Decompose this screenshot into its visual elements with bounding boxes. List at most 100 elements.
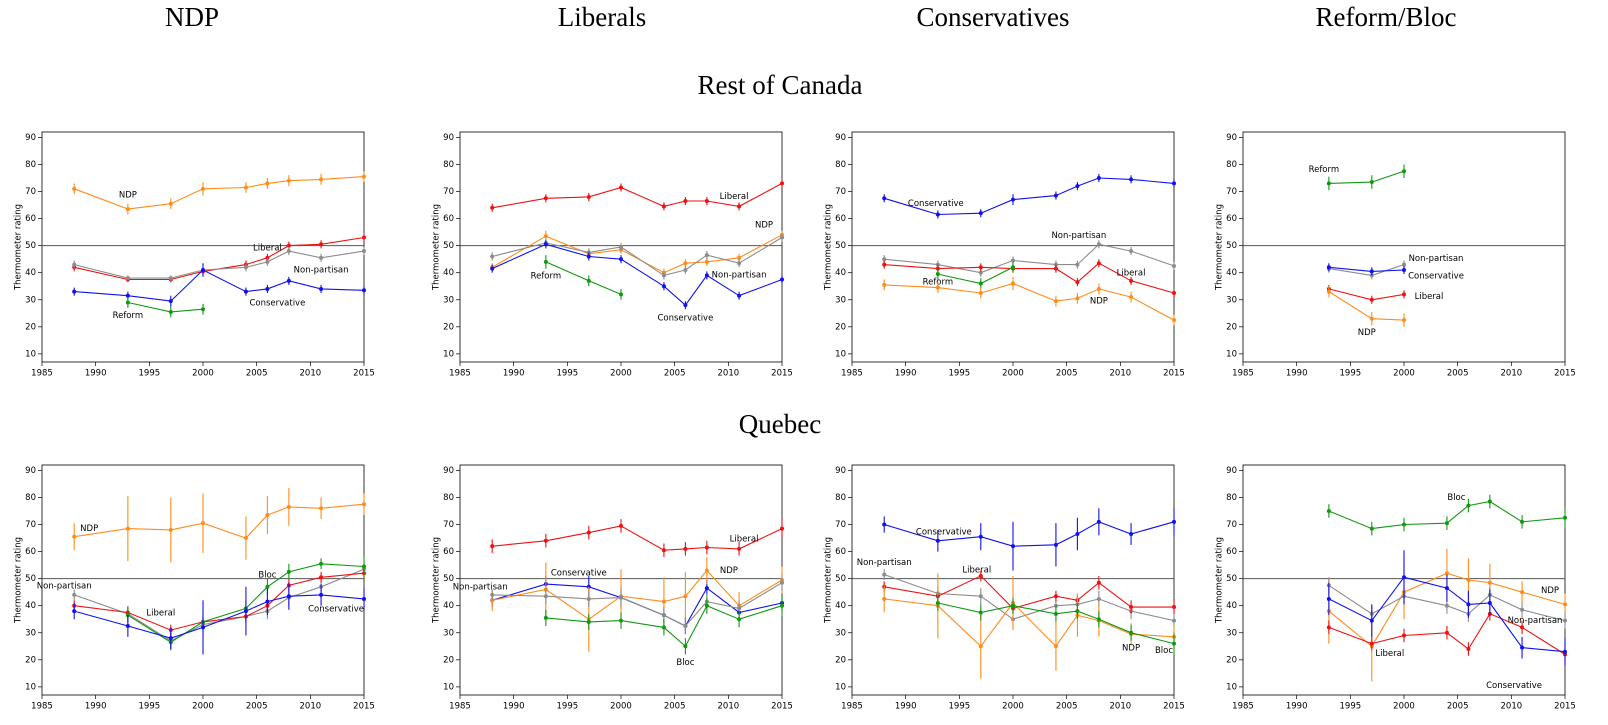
data-point: [362, 288, 366, 293]
data-point: [490, 544, 495, 549]
data-point: [1402, 268, 1406, 272]
data-point: [1011, 265, 1015, 270]
data-point: [1172, 263, 1176, 268]
data-point: [243, 609, 248, 614]
y-axis-label: Thermometer rating: [14, 204, 24, 291]
data-point: [490, 254, 495, 259]
data-point: [168, 309, 173, 314]
data-point: [543, 538, 548, 543]
series-label: Reform: [113, 311, 144, 321]
data-point: [683, 594, 688, 599]
data-point: [978, 291, 983, 295]
data-point: [1172, 605, 1176, 610]
data-point: [1520, 645, 1525, 650]
data-point: [168, 527, 173, 532]
series-label: Liberal: [1117, 268, 1146, 278]
data-point: [201, 521, 205, 526]
data-point: [1326, 625, 1331, 630]
y-tick-label: 20: [1226, 322, 1237, 332]
y-tick-label: 30: [443, 628, 454, 638]
data-point: [586, 619, 591, 624]
x-tick-label: 2010: [300, 369, 322, 379]
x-tick-label: 2000: [610, 369, 632, 379]
data-point: [704, 199, 709, 203]
data-point: [1444, 521, 1449, 526]
data-point: [978, 573, 983, 578]
series-label: Non-partisan: [294, 265, 349, 275]
y-axis-label: Thermometer rating: [824, 204, 834, 291]
y-tick-label: 70: [25, 520, 36, 530]
data-point: [935, 272, 940, 277]
data-point: [72, 609, 77, 614]
y-tick-label: 50: [443, 574, 454, 584]
data-point: [1129, 605, 1134, 610]
y-tick-label: 50: [25, 241, 36, 251]
data-point: [72, 186, 77, 191]
y-tick-label: 90: [25, 466, 36, 476]
series-label: Conservative: [551, 568, 607, 578]
x-tick-label: 2010: [300, 702, 322, 712]
data-point: [780, 181, 784, 186]
data-point: [1520, 625, 1525, 630]
data-point: [490, 205, 495, 210]
x-tick-label: 2005: [246, 369, 268, 379]
x-tick-label: 2000: [610, 702, 632, 712]
data-point: [286, 594, 291, 599]
data-point: [490, 266, 495, 271]
data-point: [1172, 318, 1176, 323]
series-line: [1328, 500, 1566, 530]
y-tick-label: 20: [443, 655, 454, 665]
y-tick-label: 60: [835, 547, 846, 557]
data-point: [1053, 193, 1058, 198]
y-tick-label: 30: [443, 295, 454, 305]
data-point: [168, 636, 173, 641]
data-point: [737, 606, 742, 611]
data-point: [882, 282, 887, 287]
series-label: Non-partisan: [1508, 616, 1563, 626]
data-point: [1444, 630, 1449, 635]
x-tick-label: 2015: [1554, 702, 1576, 712]
data-point: [72, 534, 77, 539]
y-tick-label: 50: [835, 241, 846, 251]
series-label: Liberal: [962, 565, 991, 575]
data-point: [1326, 596, 1331, 601]
data-point: [1096, 580, 1101, 585]
series-line: [937, 602, 1175, 645]
series-label: Non-partisan: [1409, 254, 1464, 264]
x-tick-label: 2005: [1447, 702, 1469, 712]
data-point: [1053, 542, 1058, 547]
y-tick-label: 90: [443, 133, 454, 143]
y-axis-label: Thermometer rating: [1215, 204, 1225, 291]
y-tick-label: 90: [25, 133, 36, 143]
data-point: [362, 596, 366, 601]
data-point: [1172, 181, 1176, 186]
data-point: [1466, 578, 1471, 582]
series-label: NDP: [119, 191, 137, 201]
data-point: [1075, 609, 1080, 614]
data-point: [882, 596, 887, 601]
data-point: [1444, 586, 1449, 591]
y-tick-label: 10: [835, 682, 846, 692]
data-point: [72, 262, 77, 267]
series-label: Conservative: [657, 314, 713, 324]
y-tick-label: 10: [25, 349, 36, 359]
data-point: [780, 603, 784, 608]
data-point: [286, 178, 291, 183]
data-point: [201, 625, 205, 630]
y-tick-label: 70: [443, 520, 454, 530]
data-point: [619, 292, 623, 297]
series-label: Conservative: [249, 298, 305, 308]
x-tick-label: 1985: [841, 702, 863, 712]
data-point: [1129, 249, 1134, 254]
data-point: [586, 194, 591, 199]
x-tick-label: 2015: [771, 369, 793, 379]
y-tick-label: 30: [25, 295, 36, 305]
data-point: [1011, 603, 1015, 608]
data-point: [1075, 532, 1080, 536]
data-point: [265, 513, 270, 518]
y-tick-label: 50: [1226, 574, 1237, 584]
data-point: [1129, 278, 1134, 283]
data-point: [286, 249, 291, 254]
y-tick-label: 60: [1226, 214, 1237, 224]
